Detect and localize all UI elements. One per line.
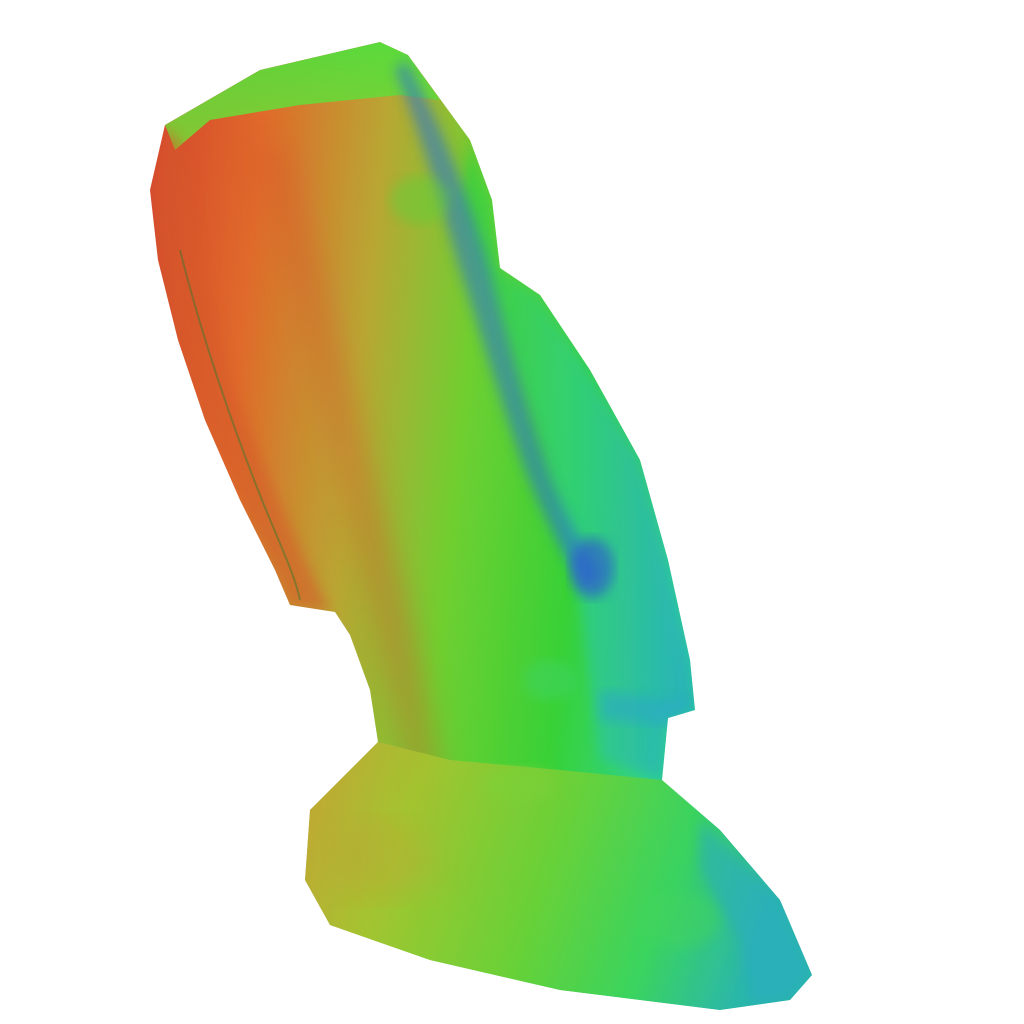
face-side	[460, 140, 695, 780]
chin	[600, 690, 695, 725]
base-bump-2	[640, 892, 720, 948]
jaw-bump	[524, 660, 576, 700]
brow-streak	[250, 140, 460, 900]
cheek-bump	[390, 176, 450, 224]
ear-line	[179, 249, 301, 601]
moai-statue	[150, 42, 812, 1010]
left-flank	[150, 125, 330, 612]
nose-tip	[570, 538, 614, 598]
base-bump-1	[484, 767, 556, 803]
head-top	[165, 42, 440, 150]
base-edge	[700, 820, 812, 1005]
base-bump-3	[330, 820, 430, 900]
